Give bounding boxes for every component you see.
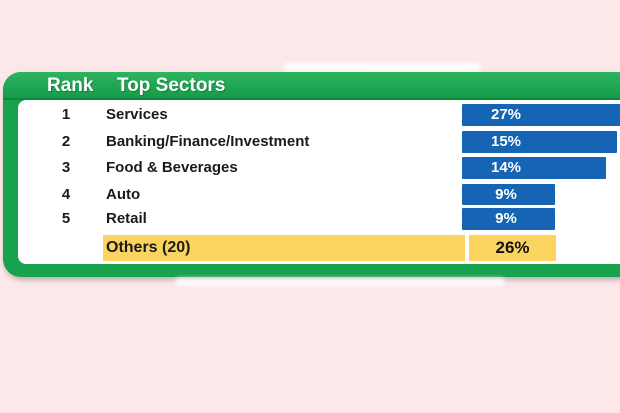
sector-label: Services xyxy=(106,106,168,123)
rank-label: 3 xyxy=(61,159,71,176)
value-label: 27% xyxy=(490,106,522,123)
sector-label: Others (20) xyxy=(106,239,191,256)
sector-row-5: 5 Retail 9% xyxy=(0,208,620,230)
sector-label: Banking/Finance/Investment xyxy=(106,133,310,150)
white-highlight-streak-bottom xyxy=(175,278,505,286)
header-rank-label: Rank xyxy=(47,75,94,96)
percentage-bar xyxy=(462,157,606,179)
rank-label: 1 xyxy=(61,106,71,123)
sector-row-3: 3 Food & Beverages 14% xyxy=(0,157,620,179)
value-label: 15% xyxy=(490,133,522,150)
others-row: Others (20) 26% xyxy=(0,235,620,261)
sector-label: Food & Beverages xyxy=(106,159,238,176)
sector-row-4: 4 Auto 9% xyxy=(0,184,620,205)
rank-label: 4 xyxy=(61,186,71,203)
percentage-bar xyxy=(462,208,555,230)
sector-label: Auto xyxy=(106,186,141,203)
header-sectors-label: Top Sectors xyxy=(117,75,226,96)
sector-label: Retail xyxy=(106,210,147,227)
rank-label: 2 xyxy=(61,133,71,150)
rank-label: 5 xyxy=(61,210,71,227)
value-label: 14% xyxy=(490,159,522,176)
percentage-bar xyxy=(462,104,620,126)
percentage-bar xyxy=(462,184,555,205)
value-label: 9% xyxy=(495,186,517,203)
value-label: 26% xyxy=(495,238,530,257)
others-value-box xyxy=(469,235,556,261)
others-row-band xyxy=(103,235,465,261)
percentage-bar xyxy=(462,131,617,153)
sector-row-2: 2 Banking/Finance/Investment 15% xyxy=(0,131,620,153)
value-label: 9% xyxy=(495,210,517,227)
white-highlight-streak-top xyxy=(283,63,481,72)
sector-row-1: 1 Services 27% xyxy=(0,104,620,126)
table-header: Rank Top Sectors xyxy=(3,72,620,100)
